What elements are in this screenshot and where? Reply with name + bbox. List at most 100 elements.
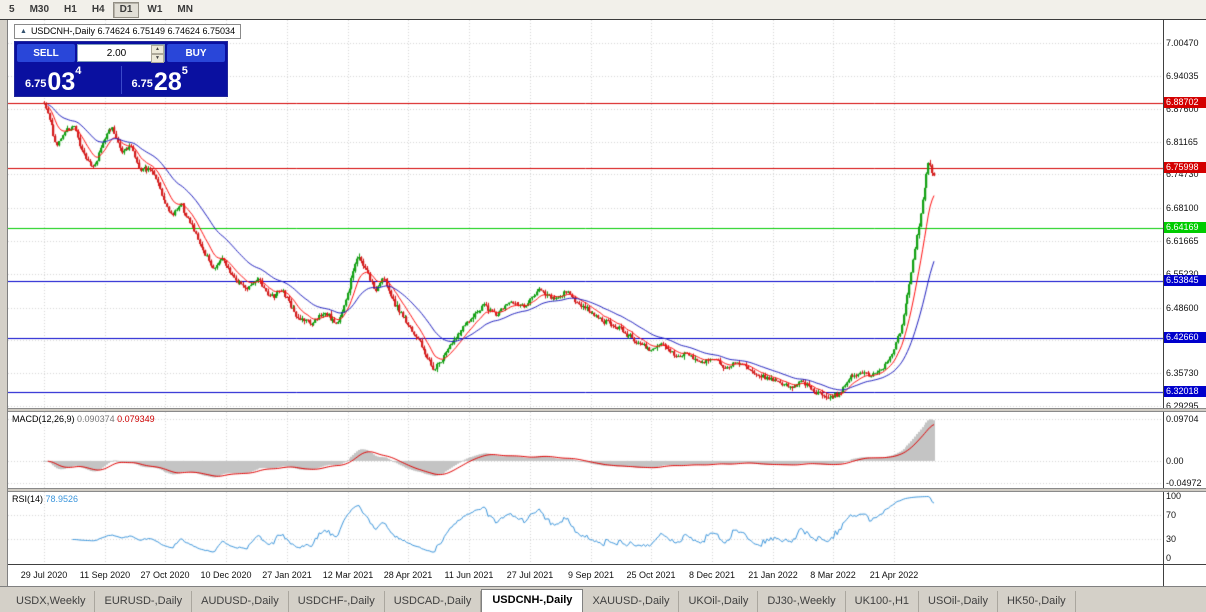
- panel-splitter[interactable]: [8, 408, 1206, 412]
- tab-audusd-daily[interactable]: AUDUSD-,Daily: [192, 591, 289, 612]
- macd-panel: MACD(12,26,9) 0.090374 0.079349 0.09704 0…: [8, 412, 1206, 488]
- date-label: 10 Dec 2020: [200, 570, 252, 580]
- date-label: 8 Mar 2022: [810, 570, 856, 580]
- price-level-tag: 6.75998: [1164, 162, 1206, 173]
- tab-usdx-weekly[interactable]: USDX,Weekly: [7, 591, 96, 612]
- tab-eurusd-daily[interactable]: EURUSD-,Daily: [95, 591, 193, 612]
- date-label: 27 Jan 2021: [262, 570, 312, 580]
- timeframe-m5-button[interactable]: 5: [9, 3, 15, 15]
- price-axis-label: 6.35730: [1166, 368, 1199, 378]
- tab-usoil-daily[interactable]: USOil-,Daily: [919, 591, 998, 612]
- macd-axis-label: -0.04972: [1166, 478, 1202, 488]
- sell-price-pip: 4: [75, 65, 82, 77]
- macd-plot[interactable]: MACD(12,26,9) 0.090374 0.079349: [8, 412, 1163, 488]
- macd-value: 0.090374: [77, 414, 115, 424]
- buy-price-base: 6.75: [131, 78, 153, 90]
- date-label: 27 Jul 2021: [506, 570, 554, 580]
- date-label: 21 Apr 2022: [869, 570, 919, 580]
- date-label: 25 Oct 2021: [626, 570, 676, 580]
- timeframe-toolbar: 5 M30 H1 H4 D1 W1 MN: [0, 0, 1206, 20]
- date-label: 27 Oct 2020: [140, 570, 190, 580]
- price-axis-label: 6.81165: [1166, 137, 1198, 147]
- macd-name: MACD(12,26,9): [12, 414, 75, 424]
- timeframe-mn-button[interactable]: MN: [177, 3, 193, 15]
- one-click-collapse-icon[interactable]: ▲: [20, 28, 27, 35]
- tab-xauusd-daily[interactable]: XAUUSD-,Daily: [583, 591, 680, 612]
- macd-canvas: [8, 412, 1163, 488]
- timeframe-m30-button[interactable]: M30: [29, 3, 50, 15]
- volume-field[interactable]: 2.00 ▲ ▼: [77, 44, 165, 63]
- rsi-axis-label: 0: [1166, 553, 1172, 563]
- buy-price-pip: 5: [181, 65, 188, 77]
- rsi-axis-label: 100: [1166, 492, 1182, 501]
- timeframe-h4-button[interactable]: H4: [91, 3, 105, 15]
- date-label: 9 Sep 2021: [567, 570, 615, 580]
- price-axis-label: 6.87600: [1166, 104, 1199, 114]
- price-axis-label: 6.68100: [1166, 203, 1199, 213]
- main-chart-plot[interactable]: ▲ USDCNH-,Daily 6.74624 6.75149 6.74624 …: [8, 20, 1163, 408]
- buy-price-big: 28: [153, 68, 182, 96]
- date-label: 11 Sep 2020: [79, 570, 131, 580]
- macd-axis: 0.09704 0.00 -0.04972: [1163, 412, 1206, 488]
- macd-label: MACD(12,26,9) 0.090374 0.079349: [12, 414, 155, 425]
- price-axis-label: 6.74730: [1166, 169, 1199, 179]
- buy-price-button[interactable]: 6.75 28 5: [122, 64, 228, 96]
- timeframe-h1-button[interactable]: H1: [64, 3, 77, 15]
- price-level-tag: 6.88702: [1164, 97, 1206, 108]
- price-axis-label: 6.61665: [1166, 236, 1199, 246]
- rsi-axis: 100 70 30 0: [1163, 492, 1206, 564]
- axis-corner: [1163, 565, 1206, 586]
- time-axis-row: 29 Jul 2020 11 Sep 2020 27 Oct 2020 10 Dec …: [8, 564, 1206, 586]
- price-level-tag: 6.32018: [1164, 386, 1206, 397]
- chart-title-text: USDCNH-,Daily 6.74624 6.75149 6.74624 6.…: [30, 26, 236, 36]
- panel-splitter[interactable]: [8, 488, 1206, 492]
- rsi-value: 78.9526: [45, 494, 79, 504]
- rsi-axis-label: 30: [1166, 534, 1177, 544]
- chart-tab-bar: USDX,Weekly EURUSD-,Daily AUDUSD-,Daily …: [0, 586, 1206, 612]
- tab-dj30-weekly[interactable]: DJ30-,Weekly: [758, 591, 846, 612]
- main-price-panel: ▲ USDCNH-,Daily 6.74624 6.75149 6.74624 …: [8, 20, 1206, 408]
- price-level-tag: 6.53845: [1164, 275, 1206, 286]
- price-level-tag: 6.42660: [1164, 332, 1206, 343]
- tab-usdcnh-daily[interactable]: USDCNH-,Daily: [481, 589, 584, 612]
- volume-decrease-button[interactable]: ▼: [151, 54, 164, 63]
- date-label: 11 Jun 2021: [444, 570, 494, 580]
- date-label: 21 Jan 2022: [748, 570, 798, 580]
- price-axis-label: 6.94035: [1166, 71, 1199, 81]
- price-axis-label: 7.00470: [1166, 38, 1199, 48]
- sell-price-base: 6.75: [25, 78, 47, 90]
- date-label: 29 Jul 2020: [20, 570, 68, 580]
- time-axis: 29 Jul 2020 11 Sep 2020 27 Oct 2020 10 Dec …: [8, 565, 1163, 586]
- price-axis-label: 6.48600: [1166, 303, 1199, 313]
- tab-uk100-h1[interactable]: UK100-,H1: [846, 591, 920, 612]
- sell-price-button[interactable]: 6.75 03 4: [15, 64, 121, 96]
- price-axis-label: 6.55230: [1166, 269, 1199, 279]
- chart-window: ▲ USDCNH-,Daily 6.74624 6.75149 6.74624 …: [7, 20, 1206, 586]
- macd-axis-label: 0.09704: [1166, 414, 1199, 424]
- timeframe-d1-button[interactable]: D1: [112, 1, 140, 18]
- sell-button[interactable]: SELL: [17, 44, 75, 62]
- tab-usdcad-daily[interactable]: USDCAD-,Daily: [385, 591, 482, 612]
- volume-spinner: ▲ ▼: [151, 45, 164, 63]
- timeframe-w1-button[interactable]: W1: [147, 3, 163, 15]
- rsi-name: RSI(14): [12, 494, 44, 504]
- date-label: 28 Apr 2021: [383, 570, 433, 580]
- macd-axis-label: 0.00: [1166, 456, 1184, 466]
- rsi-axis-label: 70: [1166, 510, 1177, 520]
- buy-button[interactable]: BUY: [167, 44, 225, 62]
- price-level-tag: 6.64169: [1164, 222, 1206, 233]
- tab-ukoil-daily[interactable]: UKOil-,Daily: [679, 591, 759, 612]
- price-divider: [120, 66, 122, 94]
- macd-signal-value: 0.079349: [117, 414, 155, 424]
- sell-price-big: 03: [47, 68, 76, 96]
- chart-title-box: ▲ USDCNH-,Daily 6.74624 6.75149 6.74624 …: [14, 24, 242, 39]
- tab-usdchf-daily[interactable]: USDCHF-,Daily: [289, 591, 385, 612]
- volume-value: 2.00: [106, 47, 127, 59]
- rsi-plot[interactable]: RSI(14) 78.9526: [8, 492, 1163, 564]
- rsi-canvas: [8, 492, 1163, 564]
- rsi-label: RSI(14) 78.9526: [12, 494, 78, 505]
- one-click-trading-panel: SELL 2.00 ▲ ▼ BUY 6.75 03 4: [14, 41, 228, 97]
- volume-increase-button[interactable]: ▲: [151, 45, 164, 54]
- tab-hk50-daily[interactable]: HK50-,Daily: [998, 591, 1076, 612]
- price-axis-label: 6.29295: [1166, 401, 1199, 408]
